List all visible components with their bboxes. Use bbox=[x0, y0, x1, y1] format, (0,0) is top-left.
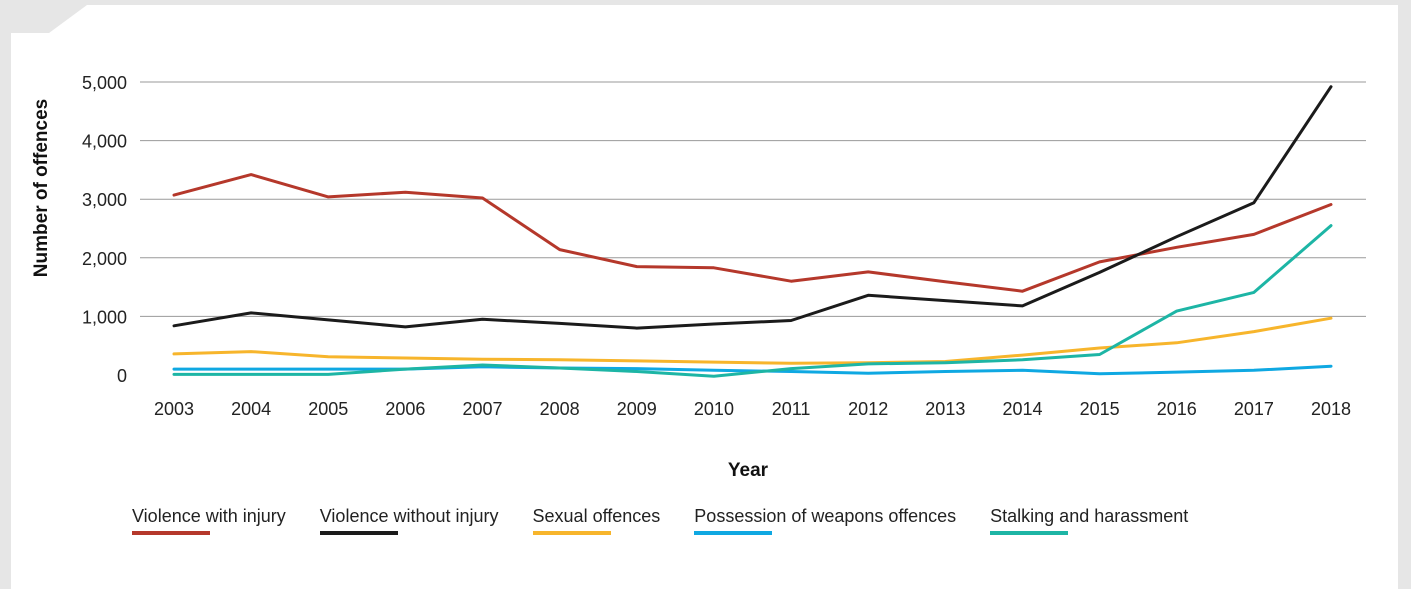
x-tick-label: 2015 bbox=[1080, 399, 1120, 419]
y-tick-label: 0 bbox=[117, 366, 127, 386]
y-tick-label: 3,000 bbox=[82, 190, 127, 210]
series-lines bbox=[172, 85, 1333, 378]
x-tick-label: 2010 bbox=[694, 399, 734, 419]
x-tick-label: 2006 bbox=[385, 399, 425, 419]
x-tick-label: 2016 bbox=[1157, 399, 1197, 419]
legend-item: Violence with injury bbox=[132, 506, 286, 535]
y-axis-ticks: 0 1,000 2,000 3,000 4,000 5,000 bbox=[82, 73, 127, 386]
series-line-2 bbox=[172, 316, 1333, 365]
x-tick-label: 2013 bbox=[925, 399, 965, 419]
chart-panel bbox=[11, 5, 1398, 589]
legend-swatch bbox=[990, 531, 1069, 535]
grid-lines bbox=[140, 81, 1366, 317]
legend-swatch bbox=[694, 531, 773, 535]
legend-item: Stalking and harassment bbox=[990, 506, 1188, 535]
legend: Violence with injury Violence without inj… bbox=[132, 506, 1188, 535]
x-tick-label: 2014 bbox=[1002, 399, 1042, 419]
x-tick-label: 2005 bbox=[308, 399, 348, 419]
legend-label: Possession of weapons offences bbox=[694, 506, 957, 526]
y-tick-label: 2,000 bbox=[82, 249, 127, 269]
y-axis-title: Number of offences bbox=[31, 99, 52, 277]
x-tick-label: 2012 bbox=[848, 399, 888, 419]
legend-item: Sexual offences bbox=[532, 506, 661, 535]
series-line-0 bbox=[172, 173, 1333, 293]
legend-label: Violence without injury bbox=[319, 506, 499, 526]
x-tick-label: 2008 bbox=[540, 399, 580, 419]
y-tick-label: 5,000 bbox=[82, 73, 127, 93]
legend-swatch bbox=[132, 531, 210, 535]
x-tick-label: 2007 bbox=[463, 399, 503, 419]
legend-item: Possession of weapons offences bbox=[694, 506, 956, 535]
x-tick-label: 2004 bbox=[231, 399, 271, 419]
x-axis-ticks: 2003 2004 2005 2006 2007 2008 2009 2010 2011 2012… bbox=[154, 399, 1351, 419]
x-axis-title: Year bbox=[728, 460, 769, 481]
y-tick-label: 4,000 bbox=[82, 132, 127, 152]
series-line-4 bbox=[172, 224, 1333, 378]
legend-swatch bbox=[319, 531, 398, 535]
panel-corner-notch bbox=[11, 5, 87, 33]
legend-label: Violence with injury bbox=[132, 506, 286, 526]
x-tick-label: 2011 bbox=[772, 399, 811, 419]
series-line-1 bbox=[172, 85, 1333, 330]
x-tick-label: 2018 bbox=[1311, 399, 1351, 419]
legend-label: Sexual offences bbox=[532, 506, 661, 526]
legend-swatch bbox=[532, 531, 611, 535]
legend-label: Stalking and harassment bbox=[990, 506, 1189, 526]
legend-item: Violence without injury bbox=[319, 506, 499, 535]
y-tick-label: 1,000 bbox=[82, 307, 127, 327]
x-tick-label: 2017 bbox=[1234, 399, 1274, 419]
x-tick-label: 2009 bbox=[617, 399, 657, 419]
x-tick-label: 2003 bbox=[154, 399, 194, 419]
